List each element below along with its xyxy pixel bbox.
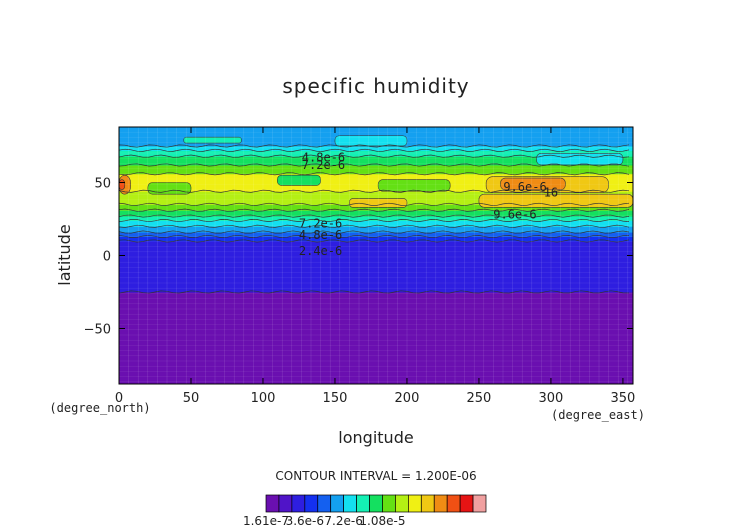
humidity-band [119,293,633,385]
colorbar [265,494,487,513]
contour-lines [118,126,633,384]
humidity-band [119,216,633,221]
contour-line [118,224,630,228]
y-tick-label: −50 [84,323,111,338]
x-axis-label: longitude [338,428,413,447]
colorbar-swatch [356,494,370,513]
colorbar-label: 1.08e-5 [359,514,405,528]
colorbar-swatch [278,494,293,513]
contour-line [118,214,630,218]
colorbar-swatch [343,494,357,513]
contour-label: 7.2e-6 [299,216,342,230]
contour-label: 9.6e-6 [503,180,546,194]
colorbar-swatch [382,494,396,513]
contour-line [118,148,630,152]
contour-line [118,290,630,294]
chart-title: specific humidity [282,74,469,98]
x-tick-label: 150 [323,391,348,406]
contour-line [118,154,630,158]
humidity-band [119,232,633,238]
colorbar-swatch [265,494,280,513]
plot-area [118,127,634,385]
contour-label: 2.4e-6 [299,244,342,258]
humidity-patch [349,198,408,208]
humidity-patch [118,179,126,191]
x-axis: 0 50 100 150 200 250 300 350 [115,127,635,406]
humidity-band [119,210,633,217]
colorbar-swatch [472,494,487,513]
x-tick-label: 250 [467,391,492,406]
humidity-patch [147,182,192,195]
x-unit-label: (degree_east) [551,408,645,422]
contour-label: 16 [544,186,558,200]
humidity-patch [183,136,242,144]
y-tick-label: 50 [94,176,111,191]
contour-label: 9.6e-6 [493,208,536,222]
contour-line [118,144,630,148]
contour-label: 4.8e-6 [302,151,345,165]
humidity-band [119,220,633,227]
humidity-patch [377,179,451,192]
contour-line [118,202,630,206]
humidity-patch [277,174,321,186]
contour-label: 7.2e-6 [302,158,345,172]
colorbar-swatch [446,494,461,513]
colorbar-swatch [433,494,448,513]
colorbar-swatch [420,494,435,513]
humidity-band [119,145,633,151]
contour-labels: 4.8e-67.2e-69.6e-6169.6e-67.2e-64.8e-62.… [299,151,558,258]
colorbar-swatch [369,494,383,513]
humidity-band [119,156,633,166]
contour-line [118,230,630,234]
contour-line [118,189,630,193]
y-unit-label: (degree_north) [49,401,150,415]
humidity-band [119,242,633,293]
colorbar-swatch [408,494,422,513]
colorbar-swatch [317,494,332,513]
colorbar-swatch [291,494,306,513]
x-tick-label: 350 [611,391,636,406]
colorbar-label: 3.6e-6 [286,514,324,528]
y-axis-label: latitude [55,224,74,285]
humidity-band [119,150,633,157]
colorbar-label: 7.2e-6 [324,514,362,528]
x-tick-label: 200 [395,391,420,406]
y-tick-label: 0 [103,250,111,265]
colorbar-swatch [395,494,409,513]
contour-line [118,239,630,243]
contour-line [118,234,630,239]
humidity-band [119,236,633,242]
contour-line [118,163,630,167]
colorbar-swatch [304,494,319,513]
humidity-band [119,292,633,294]
humidity-patch [334,135,408,147]
x-tick-label: 0 [115,391,123,406]
x-tick-label: 300 [539,391,564,406]
contour-interval-text: CONTOUR INTERVAL = 1.200E-06 [275,469,476,483]
colorbar-labels: 1.61e-73.6e-6 7.2e-61.08e-5 [243,514,406,528]
humidity-band [119,164,633,175]
colorbar-swatch [459,494,474,513]
colorbar-swatch [330,494,344,513]
humidity-band [119,226,633,233]
colorbar-label: 1.61e-7 [243,514,289,528]
contour-line [118,172,630,176]
contour-line [118,218,630,223]
x-tick-label: 100 [251,391,276,406]
contour-label: 4.8e-6 [299,228,342,242]
x-tick-label: 50 [183,391,200,406]
contour-line [118,208,630,212]
y-axis: −50 0 50 [84,176,633,338]
